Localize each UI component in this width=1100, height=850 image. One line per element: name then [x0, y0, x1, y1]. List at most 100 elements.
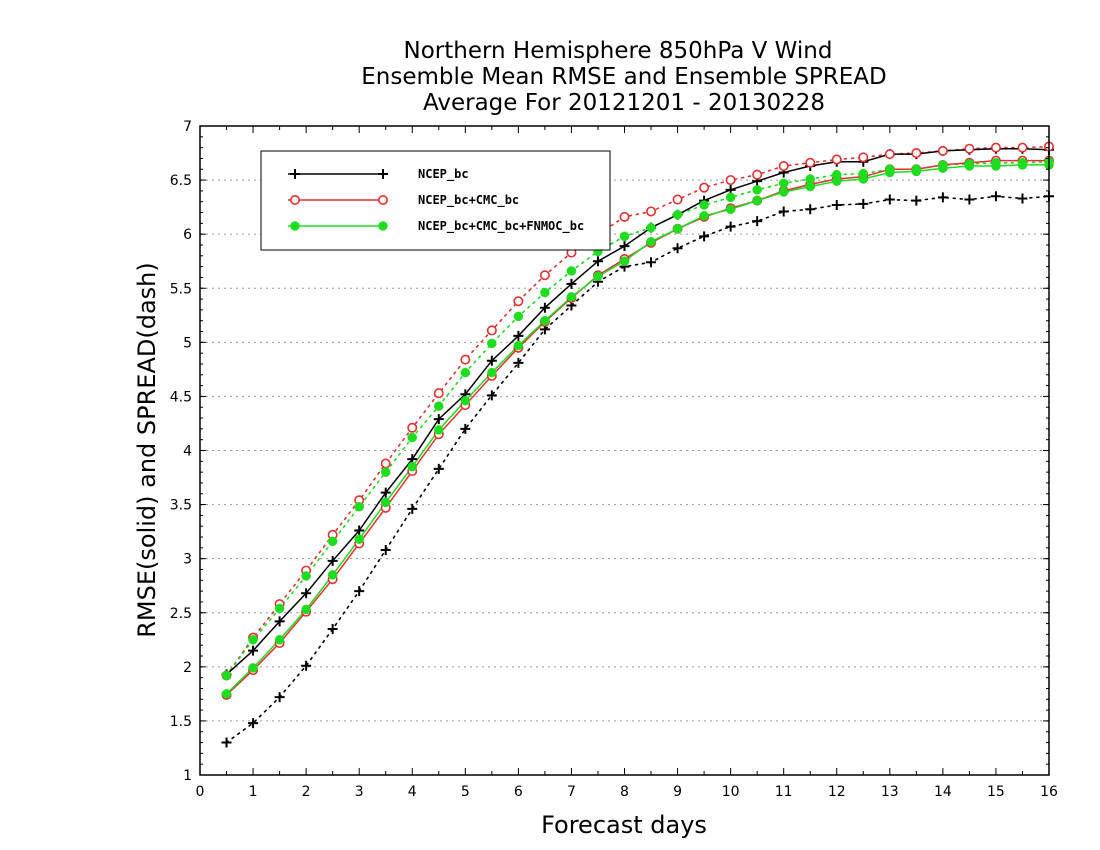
- x-tick-label: 9: [673, 784, 682, 800]
- series-3-spread-point: [407, 432, 417, 443]
- series-1-spread-point: [964, 194, 975, 205]
- series-1-rmse-point: [274, 616, 285, 627]
- series-3-rmse-point: [991, 161, 1001, 171]
- series-2-spread-point: [407, 422, 418, 433]
- series-3-rmse-point: [619, 256, 630, 266]
- series-2-spread-point: [964, 143, 975, 154]
- series-1-spread-point: [354, 586, 365, 597]
- series-2-spread-point: [513, 296, 524, 307]
- series-3-rmse-point: [248, 663, 258, 673]
- series-3-spread-point: [752, 185, 762, 195]
- legend-item-1-marker: [290, 169, 300, 179]
- series-3-rmse-point: [805, 181, 815, 192]
- series-1-rmse-point: [486, 355, 497, 366]
- series-3-rmse-point: [221, 689, 232, 699]
- y-axis: 1 1.5 2 2.5 3 3.5 4 4.5 5 5.5 6 6.5 7: [170, 119, 1049, 784]
- legend-item-1-marker: [378, 169, 388, 179]
- series-3-rmse-point: [885, 167, 895, 178]
- series-3-spread-point: [699, 200, 709, 210]
- legend-item-2-label: NCEP_bc+CMC_bc: [418, 193, 519, 208]
- series-1-spread-point: [699, 231, 710, 242]
- series-3-rmse-point: [778, 187, 789, 197]
- series-1-rmse-point: [619, 241, 630, 252]
- series-2-spread-point: [460, 354, 471, 365]
- series-1-rmse-point: [513, 330, 524, 341]
- y-tick-label: 5.5: [170, 281, 192, 297]
- title-line-2: Ensemble Mean RMSE and Ensemble SPREAD: [361, 64, 886, 90]
- legend-item-3-marker: [378, 221, 388, 231]
- x-tick-label: 10: [722, 784, 740, 800]
- series-3-spread-point: [327, 536, 338, 547]
- series-3-rmse-point: [752, 195, 762, 206]
- x-tick-label: 11: [775, 784, 793, 800]
- y-tick-label: 4.5: [170, 389, 192, 405]
- series-2-spread-point: [725, 175, 736, 186]
- series-1-spread-point: [805, 204, 816, 215]
- series-1-spread-point: [221, 737, 232, 748]
- series-3-spread-point: [778, 178, 789, 189]
- series-2-spread-point: [433, 388, 444, 399]
- series-3-spread-line: [225, 160, 1050, 677]
- series-1-spread-point: [1017, 193, 1028, 204]
- y-tick-label: 1.5: [170, 714, 192, 730]
- series-3-rmse-point: [380, 497, 391, 508]
- y-tick-label: 4: [183, 444, 192, 460]
- series-3-rmse-point: [725, 204, 736, 215]
- series-3-rmse-point: [911, 166, 922, 177]
- series-1-spread-point: [778, 206, 789, 217]
- series-3-rmse-point: [593, 271, 603, 282]
- series-1-spread-point: [725, 221, 736, 232]
- series-3-spread-point: [460, 367, 471, 378]
- y-tick-label: 3.5: [170, 498, 192, 514]
- series-2-spread-point: [752, 169, 763, 180]
- series-1-rmse-point: [248, 645, 259, 656]
- series-2-spread-point: [884, 149, 895, 160]
- series-3-spread-point: [354, 501, 364, 512]
- series-3-rmse-point: [487, 367, 497, 378]
- series-layer: [221, 141, 1055, 748]
- series-1-spread-point: [831, 199, 842, 210]
- series-1-spread-point: [407, 503, 418, 514]
- x-tick-label: 14: [934, 784, 952, 800]
- legend-item-1-label: NCEP_bc: [418, 167, 469, 182]
- series-1-spread-point: [486, 390, 497, 401]
- legend-item-2-marker: [289, 195, 300, 206]
- series-1-spread-point: [672, 243, 683, 254]
- series-1-rmse-point: [327, 555, 338, 566]
- x-tick-label: 15: [987, 784, 1005, 800]
- series-1-rmse-point: [380, 487, 391, 498]
- legend-item-2-marker: [377, 195, 388, 206]
- series-2-spread-point: [778, 161, 789, 172]
- series-2-spread-point: [672, 194, 683, 205]
- series-3-spread-point: [725, 192, 736, 203]
- series-1-rmse-point: [433, 414, 444, 425]
- y-axis-label: RMSE(solid) and SPREAD(dash): [133, 262, 161, 638]
- legend-item-3-marker: [290, 221, 300, 231]
- series-3-rmse-point: [513, 340, 524, 351]
- x-axis-label: Forecast days: [541, 811, 707, 839]
- series-1-rmse-point: [592, 256, 603, 267]
- series-1-spread-point: [433, 463, 444, 474]
- series-3-rmse-point: [354, 534, 364, 544]
- series-2-spread-point: [990, 142, 1001, 153]
- series-1-rmse-point: [301, 588, 312, 599]
- y-tick-label: 7: [183, 119, 192, 135]
- series-2-spread-point: [805, 157, 816, 168]
- x-tick-label: 2: [302, 784, 311, 800]
- series-1-spread-point: [274, 692, 285, 703]
- y-tick-label: 6: [183, 227, 192, 243]
- chart-title: Northern Hemisphere 850hPa V Wind Ensemb…: [361, 38, 886, 116]
- series-3-rmse-point: [964, 161, 975, 171]
- series-3-rmse-point: [938, 163, 948, 173]
- series-3-spread-point: [540, 287, 550, 298]
- series-1-spread-line: [225, 195, 1050, 744]
- x-tick-label: 16: [1040, 784, 1058, 800]
- legend-item-3-label: NCEP_bc+CMC_bc+FNMOC_bc: [418, 219, 584, 234]
- series-1-spread-point: [380, 545, 391, 556]
- y-tick-label: 2.5: [170, 606, 192, 622]
- series-3-rmse-point: [274, 635, 285, 645]
- series-1-spread-point: [937, 192, 948, 203]
- x-tick-label: 1: [249, 784, 258, 800]
- series-3-spread-point: [619, 231, 630, 242]
